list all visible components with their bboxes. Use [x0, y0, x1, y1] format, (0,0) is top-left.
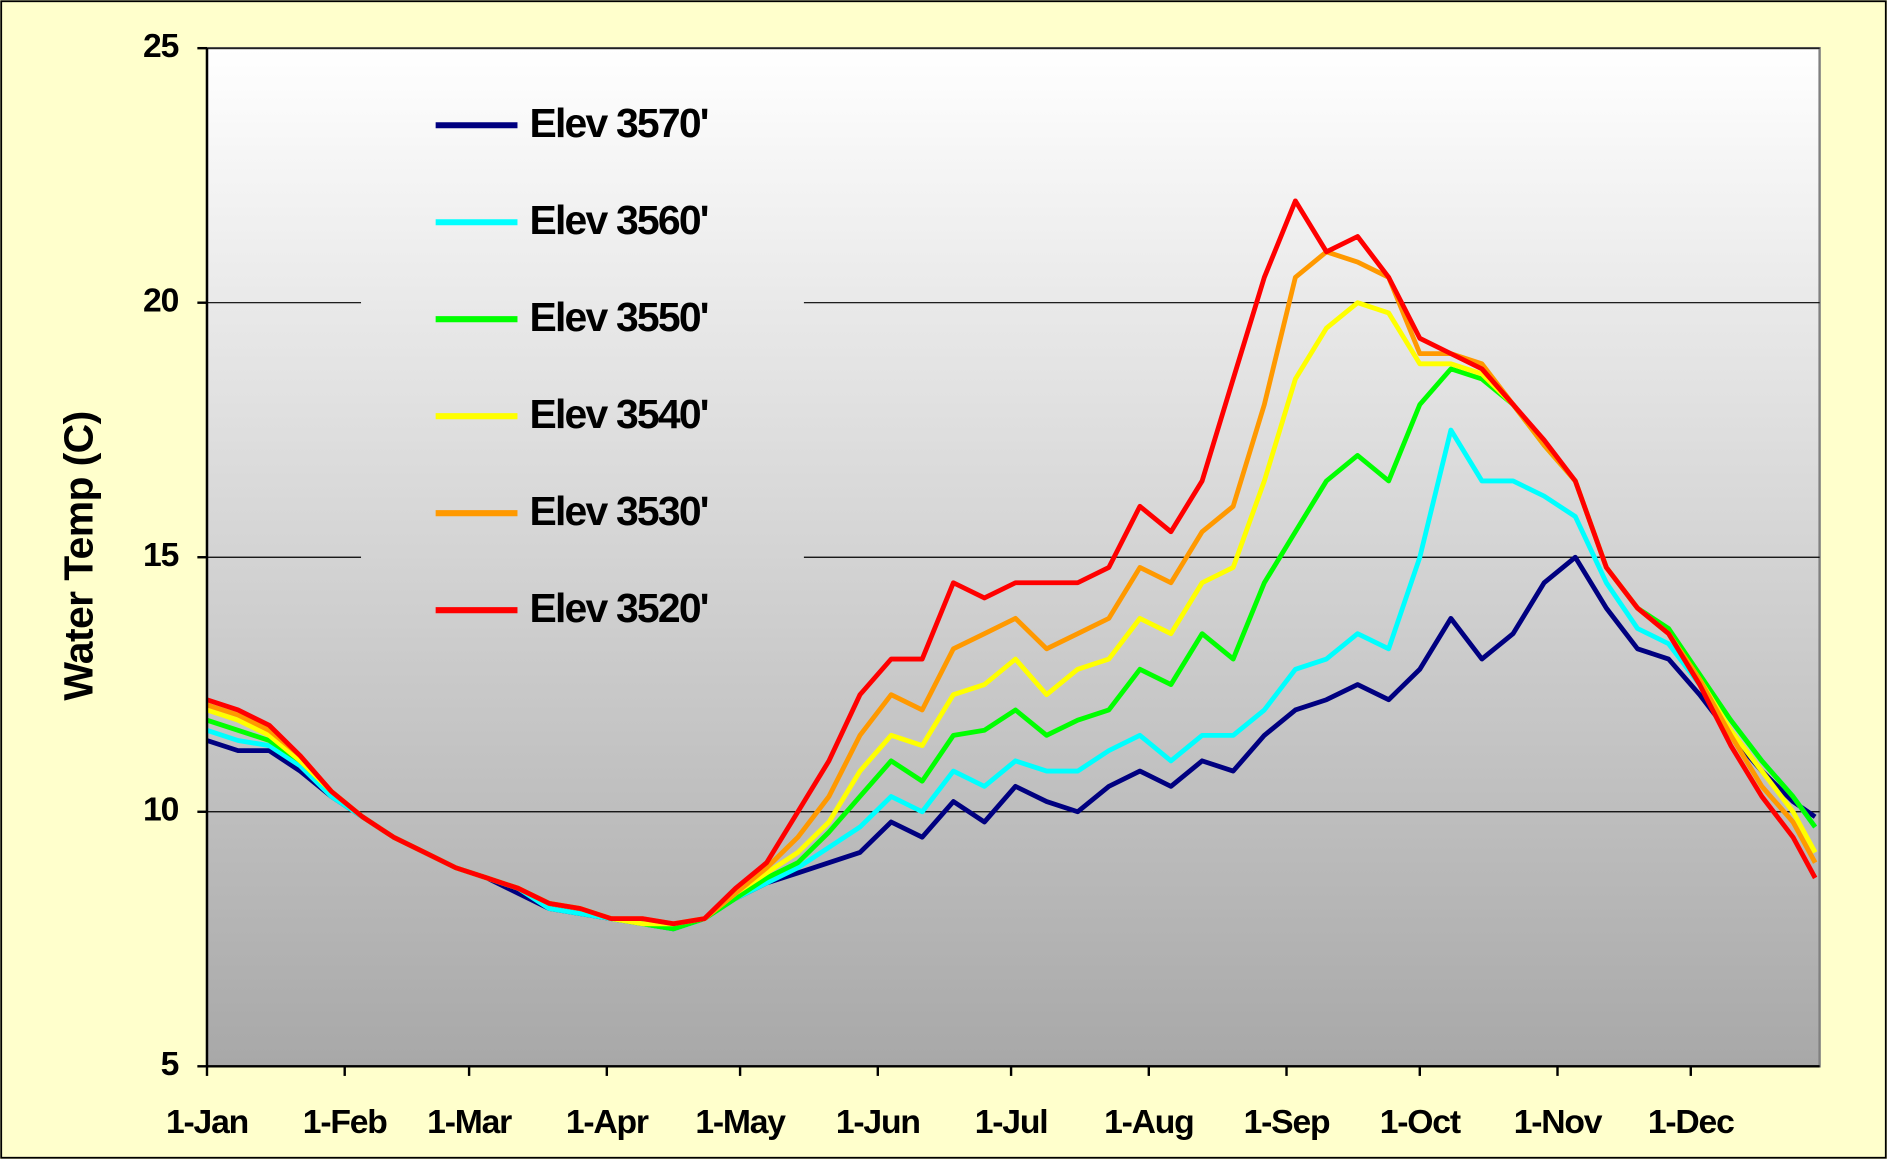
legend-label: Elev 3530'	[530, 488, 708, 534]
y-tick-label: 25	[143, 28, 179, 65]
series-line	[206, 198, 1818, 927]
x-tick-label: 1-Apr	[566, 1104, 649, 1141]
legend-box	[361, 74, 804, 653]
y-axis-title: Water Temp (C)	[56, 411, 102, 700]
x-tick-label: 1-Jan	[166, 1104, 248, 1141]
x-tick-label: 1-Oct	[1380, 1104, 1461, 1141]
y-tick-label: 10	[143, 792, 179, 829]
x-tick-label: 1-Nov	[1514, 1104, 1603, 1141]
legend-label: Elev 3560'	[530, 197, 708, 243]
x-tick-label: 1-Mar	[427, 1104, 512, 1141]
legend-label: Elev 3540'	[530, 391, 708, 437]
x-tick-label: 1-Dec	[1648, 1104, 1734, 1141]
y-tick-label: 15	[143, 537, 179, 574]
x-tick-label: 1-Sep	[1244, 1104, 1330, 1141]
y-tick-label: 20	[143, 283, 179, 320]
legend-label: Elev 3550'	[530, 294, 708, 340]
legend-label: Elev 3570'	[530, 100, 708, 146]
x-tick-label: 1-Feb	[303, 1104, 387, 1141]
x-tick-label: 1-May	[695, 1104, 786, 1141]
x-tick-label: 1-Jul	[975, 1104, 1048, 1141]
x-tick-label: 1-Jun	[836, 1104, 920, 1141]
y-tick-label: 5	[161, 1046, 179, 1083]
x-tick-label: 1-Aug	[1104, 1104, 1193, 1141]
legend-label: Elev 3520'	[530, 585, 708, 631]
